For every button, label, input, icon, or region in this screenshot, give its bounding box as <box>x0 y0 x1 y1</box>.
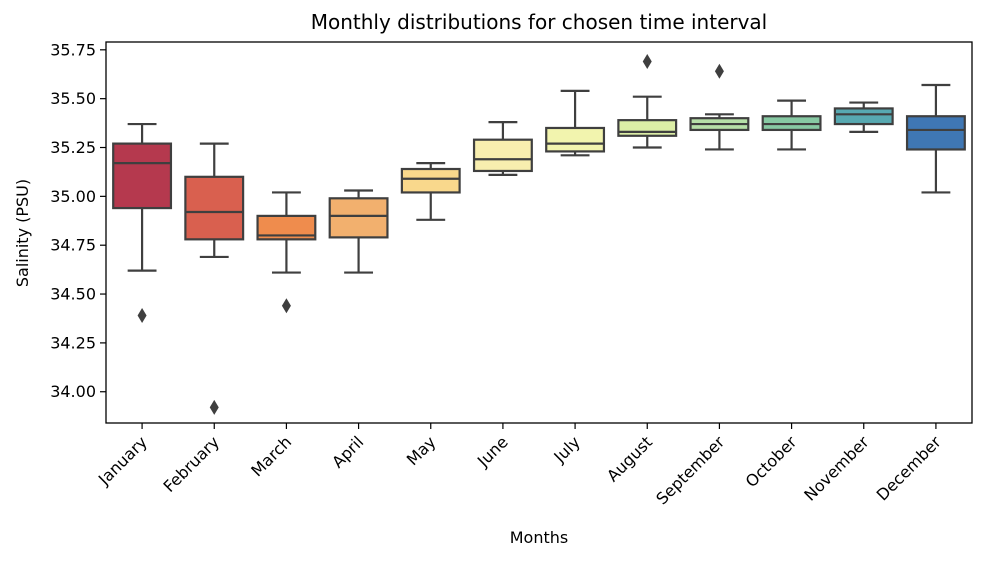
box-december <box>905 115 966 151</box>
y-tick-label: 34.50 <box>50 285 96 304</box>
outlier-point <box>137 308 147 324</box>
x-axis-label: Months <box>510 528 568 547</box>
chart-title: Monthly distributions for chosen time in… <box>311 10 768 34</box>
outlier-point <box>642 54 652 70</box>
box-august <box>617 119 678 137</box>
box-june <box>472 138 533 173</box>
box-may <box>400 167 461 194</box>
plot-frame <box>105 41 973 424</box>
box-february <box>184 175 245 241</box>
y-tick-label: 35.25 <box>50 138 96 157</box>
box-january <box>112 142 173 210</box>
y-tick-label: 34.75 <box>50 236 96 255</box>
y-tick-label: 35.00 <box>50 187 96 206</box>
box-april <box>328 197 389 239</box>
box-march <box>256 214 317 241</box>
outlier-point <box>209 399 219 415</box>
box-november <box>833 107 894 126</box>
outlier-point <box>281 298 291 314</box>
y-tick-label: 34.00 <box>50 382 96 401</box>
outlier-point <box>714 63 724 79</box>
box-july <box>545 126 606 153</box>
y-tick-label: 34.25 <box>50 333 96 352</box>
y-axis-label: Salinity (PSU) <box>13 179 32 287</box>
y-tick-label: 35.50 <box>50 89 96 108</box>
y-tick-label: 35.75 <box>50 40 96 59</box>
